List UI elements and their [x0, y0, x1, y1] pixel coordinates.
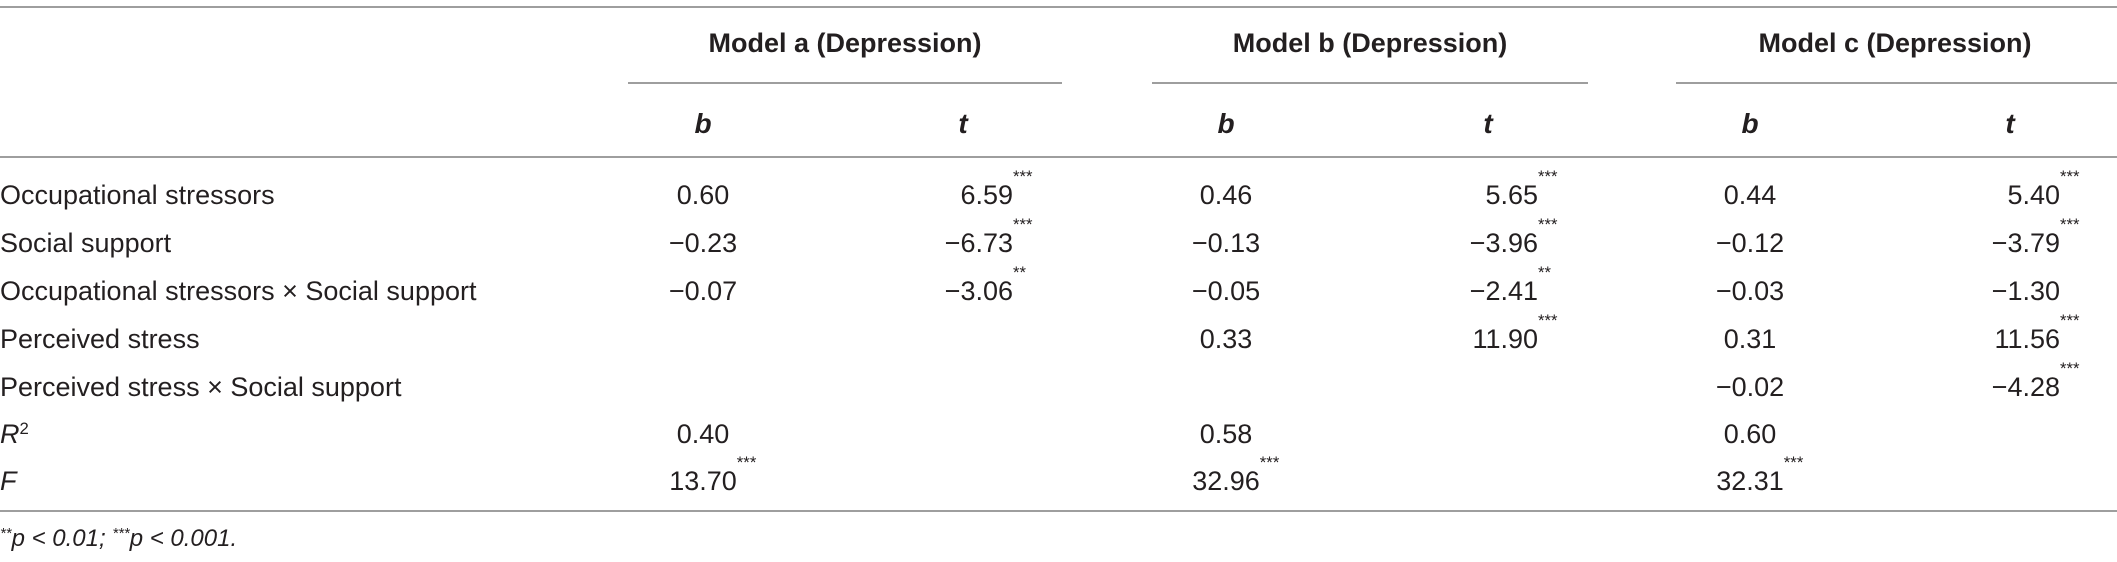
cell-value: −3.96	[1469, 228, 1538, 258]
cell-b-row2-model2: −0.13	[1192, 230, 1260, 257]
cell-b-row4-model3: 0.31	[1724, 326, 1777, 353]
row-label-1: Occupational stressors	[0, 182, 275, 209]
col-header-b-2: b	[1217, 108, 1235, 139]
cell-value: 0.60	[1723, 419, 1777, 449]
cell-b-row4-model2: 0.33	[1200, 326, 1253, 353]
footnote: **p < 0.01; ***p < 0.001.	[0, 525, 238, 552]
cell-b-row1-model1: 0.60	[677, 182, 730, 209]
row-label-superscript: 2	[19, 418, 29, 438]
cell-t-row1-model2: 5.65 ***	[1485, 166, 1558, 210]
cell-value: 13.70	[669, 466, 737, 496]
footnote-stars-1: **	[0, 525, 12, 542]
cell-value: 0.58	[1199, 419, 1253, 449]
cell-value: 5.40	[2007, 180, 2060, 210]
col-header-t-3: t	[2005, 108, 2015, 139]
cell-value: 0.31	[1723, 324, 1777, 354]
cell-t-row5-model3: −4.28 ***	[1991, 358, 2080, 402]
cell-value: −0.02	[1715, 372, 1785, 402]
cell-b-row2-model1: −0.23	[669, 230, 737, 257]
row-label-text: Perceived stress × Social support	[0, 372, 402, 402]
cell-b-row6-model2: 0.58	[1200, 421, 1253, 448]
cell-value: −2.41	[1469, 276, 1538, 306]
row-label-3: Occupational stressors × Social support	[0, 278, 476, 305]
cell-t-row2-model2: −3.96 ***	[1469, 214, 1558, 258]
cell-value: 0.33	[1199, 324, 1253, 354]
footnote-stars-2: ***	[112, 525, 130, 542]
row-label-4: Perceived stress	[0, 326, 200, 353]
cell-value: 32.96	[1192, 466, 1260, 496]
cell-value: 5.65	[1485, 180, 1538, 210]
model-header-3: Model c (Depression)	[1758, 28, 2032, 58]
cell-t-row3-model3: −1.30	[1860, 278, 2060, 305]
cell-value: 0.60	[676, 180, 730, 210]
cell-t-row3-model1: −3.06 **	[944, 262, 1027, 306]
top-rule	[0, 6, 2117, 8]
row-label-7: F	[0, 468, 17, 495]
col-header-t-2: t	[1483, 108, 1493, 139]
col-header-b-3: b	[1741, 108, 1759, 139]
cell-b-row3-model1: −0.07	[669, 278, 737, 305]
cell-b-row2-model3: −0.12	[1716, 230, 1784, 257]
cell-b-row7-model1: 13.70 ***	[669, 452, 757, 496]
cell-b-row6-model1: 0.40	[677, 421, 730, 448]
model-header-2: Model b (Depression)	[1232, 28, 1508, 58]
row-label-2: Social support	[0, 230, 171, 257]
cell-value: 32.31	[1716, 466, 1784, 496]
cell-value: −0.03	[1715, 276, 1785, 306]
cell-b-row7-model2: 32.96 ***	[1192, 452, 1280, 496]
cell-b-row7-model3: 32.31 ***	[1716, 452, 1804, 496]
cell-value: 11.90	[1472, 324, 1538, 354]
footnote-text-2: p < 0.001.	[129, 525, 238, 552]
cell-b-row3-model2: −0.05	[1192, 278, 1260, 305]
cell-b-row3-model3: −0.03	[1716, 278, 1784, 305]
row-label-text: Perceived stress	[0, 324, 200, 354]
cell-value: −0.13	[1191, 228, 1261, 258]
cell-value: 11.56	[1994, 324, 2060, 354]
row-label-text: Occupational stressors × Social support	[0, 276, 477, 306]
table-bottom-rule	[0, 510, 2117, 512]
cell-value: 0.40	[676, 419, 730, 449]
cell-value: 0.46	[1199, 180, 1253, 210]
cell-t-row2-model3: −3.79 ***	[1991, 214, 2080, 258]
cell-value: −3.06	[944, 276, 1013, 306]
cell-value: 0.44	[1723, 180, 1777, 210]
cell-t-row2-model1: −6.73 ***	[944, 214, 1033, 258]
footnote-text-1: p < 0.01;	[11, 525, 113, 552]
col-header-t-1: t	[958, 108, 968, 139]
model-header-1: Model a (Depression)	[708, 28, 982, 58]
cell-value: −6.73	[944, 228, 1013, 258]
cell-t-row1-model1: 6.59 ***	[960, 166, 1033, 210]
model-header-rule-3	[1676, 82, 2117, 84]
cell-value: −0.12	[1715, 228, 1785, 258]
cell-value: −0.23	[668, 228, 738, 258]
cell-t-row4-model3: 11.56 ***	[1994, 310, 2080, 354]
model-header-rule-2	[1152, 82, 1588, 84]
cell-b-row1-model2: 0.46	[1200, 182, 1253, 209]
cell-b-row1-model3: 0.44	[1724, 182, 1777, 209]
cell-t-row4-model2: 11.90 ***	[1472, 310, 1558, 354]
row-label-text: Social support	[0, 228, 172, 258]
cell-value: 6.59	[960, 180, 1013, 210]
cell-value: −0.07	[668, 276, 738, 306]
row-label-text: Occupational stressors	[0, 180, 275, 210]
row-label-5: Perceived stress × Social support	[0, 374, 401, 401]
cell-b-row6-model3: 0.60	[1724, 421, 1777, 448]
header-bottom-rule	[0, 156, 2117, 158]
cell-value: −1.30	[1991, 276, 2060, 306]
cell-t-row1-model3: 5.40 ***	[2007, 166, 2080, 210]
cell-value: −4.28	[1991, 372, 2060, 402]
cell-value: −0.05	[1191, 276, 1261, 306]
cell-t-row3-model2: −2.41 **	[1469, 262, 1552, 306]
cell-value: −3.79	[1991, 228, 2060, 258]
row-label-6: R2	[0, 418, 29, 449]
col-header-b-1: b	[694, 108, 712, 139]
model-header-rule-1	[628, 82, 1062, 84]
cell-b-row5-model3: −0.02	[1716, 374, 1784, 401]
row-label-text: F	[0, 466, 17, 496]
row-label-text: R	[0, 419, 20, 449]
